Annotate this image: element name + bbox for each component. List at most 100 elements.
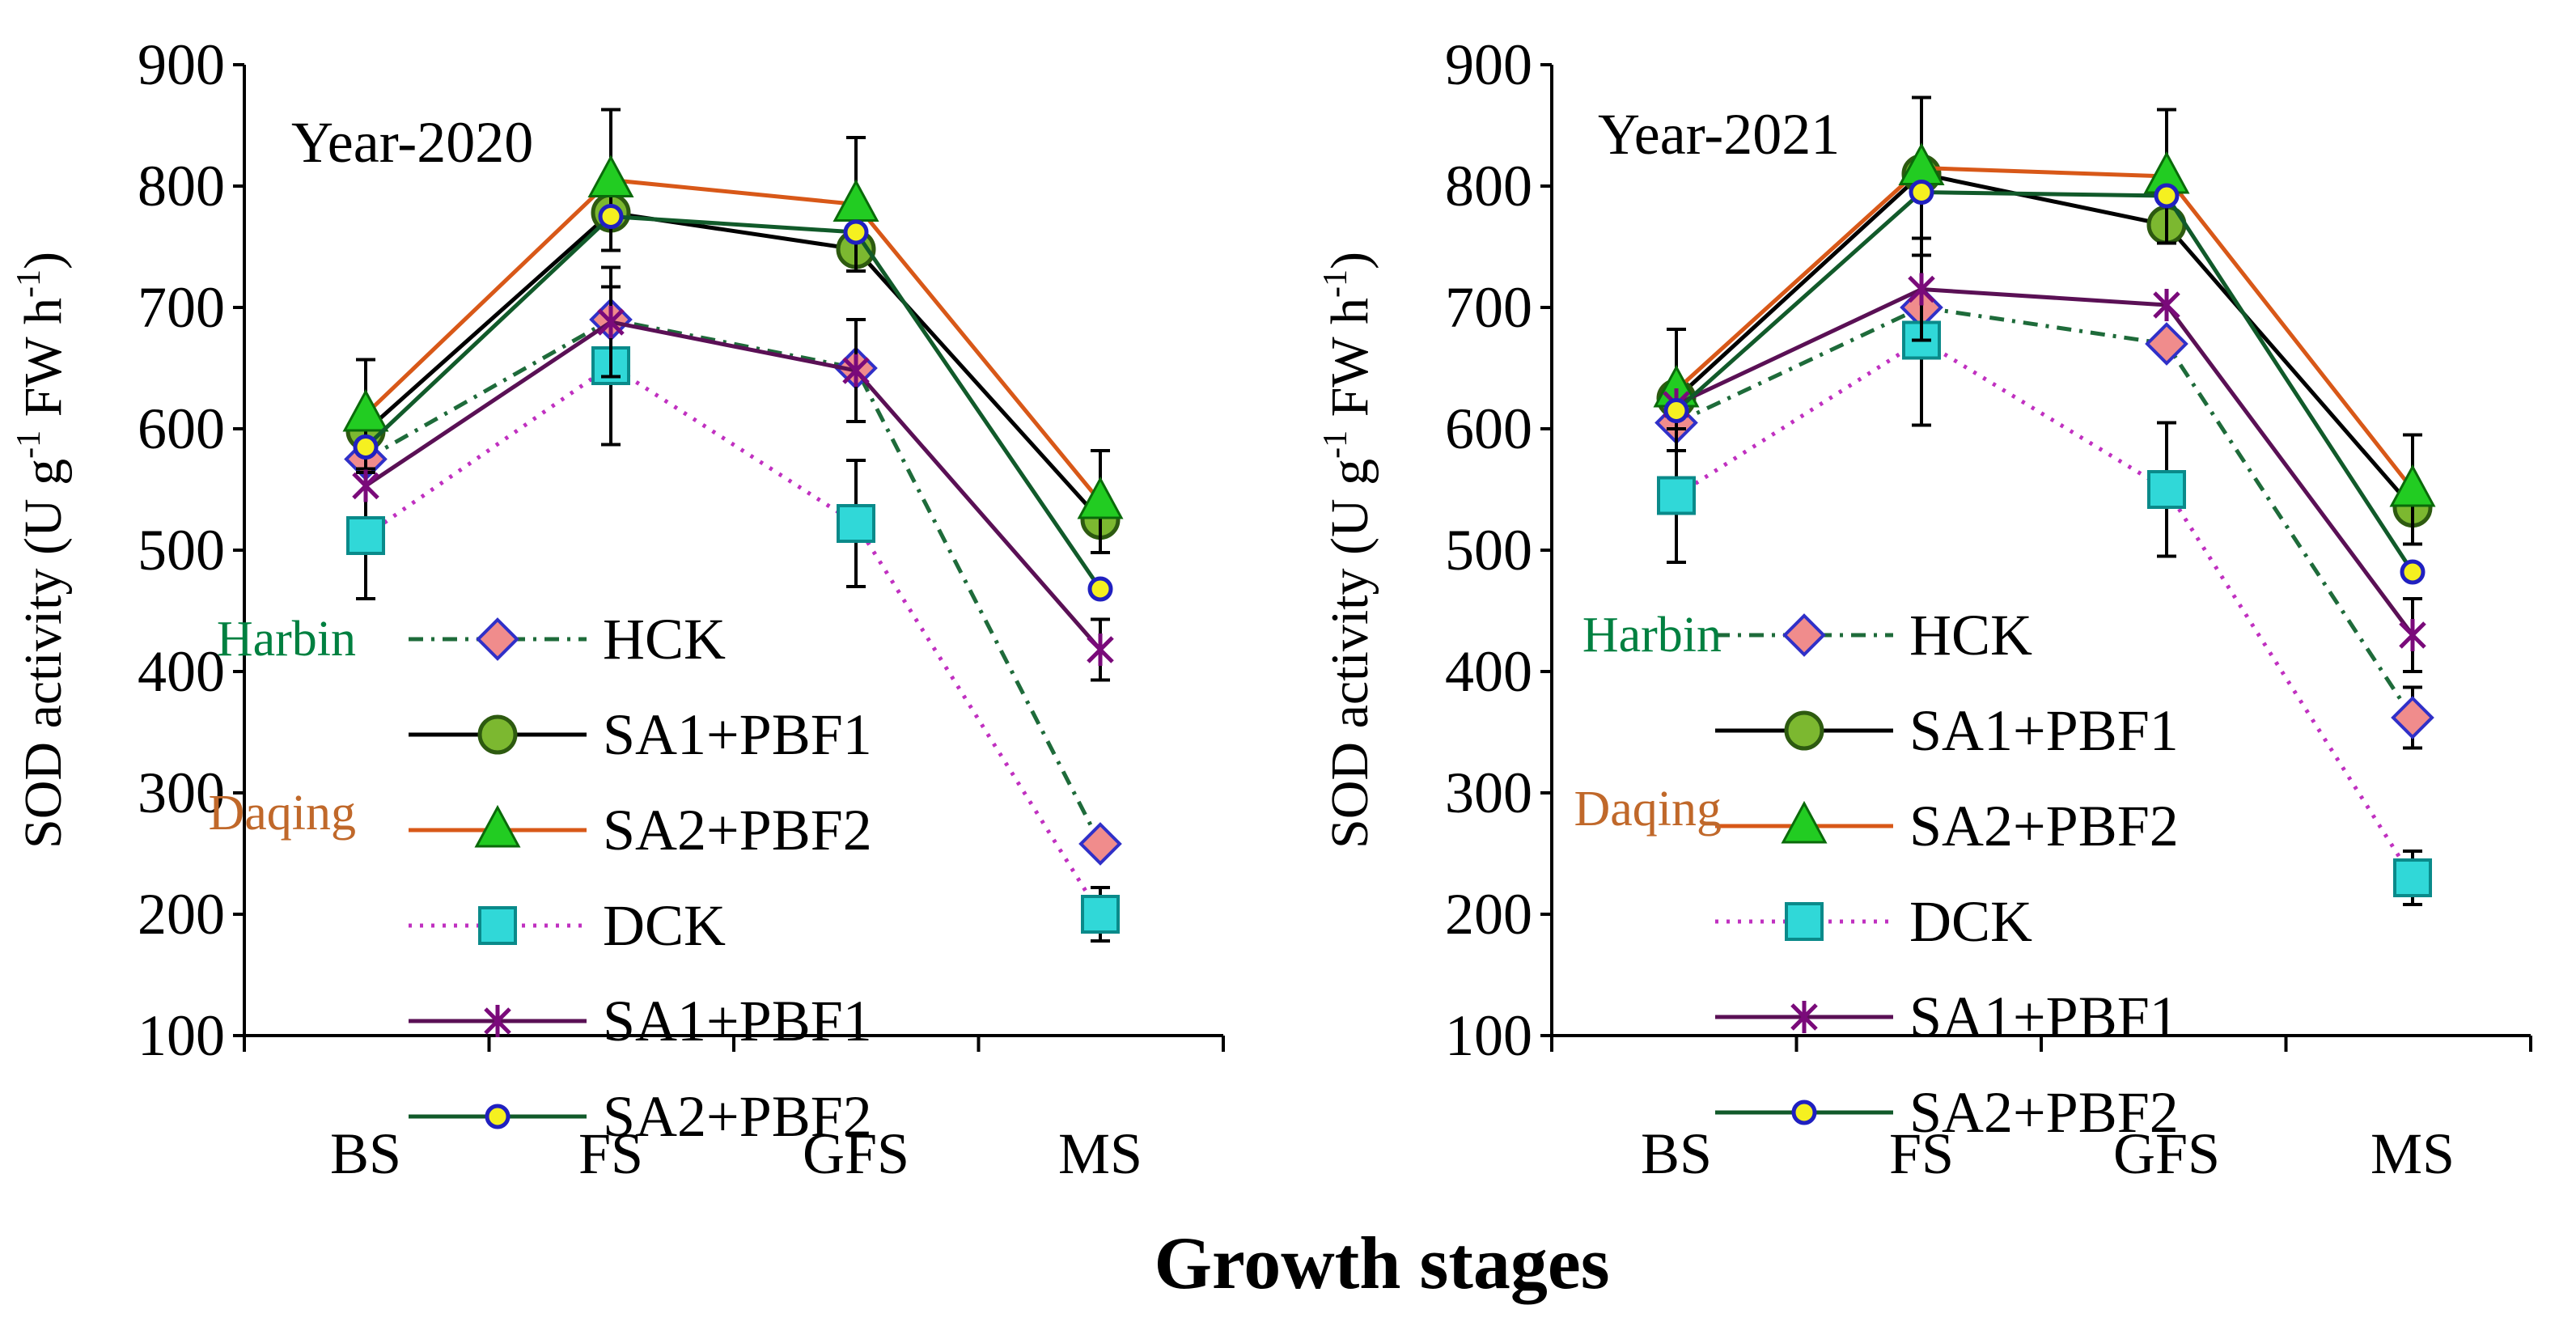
legend-marker (1785, 902, 1824, 941)
y-tick-label: 500 (138, 518, 225, 583)
legend-label: SA2+PBF2 (1909, 1080, 2179, 1145)
legend-label: DCK (1909, 889, 2032, 954)
y-tick-label: 200 (1445, 882, 1532, 947)
legend-label: SA1+PBF1 (1909, 985, 2179, 1049)
data-point (2389, 464, 2436, 507)
y-tick-label: 900 (1445, 32, 1532, 97)
y-tick-label: 200 (138, 882, 225, 947)
legend-label: SA1+PBF1 (1909, 698, 2179, 763)
legend-label: SA2+PBF2 (603, 1084, 872, 1149)
x-tick-label: BS (330, 1121, 401, 1186)
y-tick-label: 700 (138, 275, 225, 340)
y-tick-label: 600 (1445, 396, 1532, 461)
x-tick-label: GFS (803, 1121, 909, 1186)
data-point (1909, 180, 1934, 205)
y-tick-label: 800 (138, 154, 225, 218)
data-point (1087, 633, 1114, 666)
data-point (2391, 696, 2434, 739)
series-line (364, 317, 1103, 845)
legend-label: DCK (603, 893, 726, 958)
y-tick-label: 400 (1445, 639, 1532, 704)
legend-marker (1781, 800, 1828, 844)
data-point (346, 516, 385, 555)
data-point (1657, 476, 1696, 515)
data-point (2153, 289, 2180, 321)
y-axis-title-superscript: -1 (11, 430, 48, 459)
series-line (1675, 165, 2414, 491)
data-point (842, 354, 870, 387)
data-point (1663, 398, 1689, 423)
panel-title: Year-2020 (291, 110, 533, 175)
data-point (2399, 619, 2426, 651)
y-tick-label: 500 (1445, 518, 1532, 583)
y-tick-label: 600 (138, 396, 225, 461)
data-point (1077, 476, 1124, 519)
data-point (1908, 273, 1935, 306)
y-tick-label: 100 (1445, 1003, 1532, 1068)
legend-group-daqing: Daqing (208, 786, 356, 841)
series-line (1675, 337, 2415, 879)
legend-marker (474, 804, 521, 848)
series-line (1675, 286, 2415, 637)
x-tick-label: BS (1641, 1121, 1712, 1186)
data-point (1078, 822, 1122, 866)
data-point (2147, 470, 2186, 509)
y-tick-label: 300 (138, 761, 225, 825)
y-tick-label: 100 (138, 1003, 225, 1068)
y-tick-label: 700 (1445, 275, 1532, 340)
x-tick-label: MS (2371, 1121, 2455, 1186)
y-axis-title-part: FW h (1320, 298, 1379, 430)
series-line (1675, 305, 2415, 719)
data-point (353, 434, 379, 460)
x-tick-label: GFS (2113, 1121, 2220, 1186)
data-point (1081, 895, 1120, 934)
legend-label: SA1+PBF1 (603, 702, 872, 767)
series-line (364, 210, 1102, 522)
y-axis-title: SOD activity (U g-1 FW h-1) (1317, 252, 1379, 849)
y-tick-label: 400 (138, 639, 225, 704)
legend-marker (476, 617, 519, 661)
series-line (1675, 189, 2415, 574)
y-tick-label: 800 (1445, 154, 1532, 218)
data-point (597, 306, 625, 338)
legend-label: SA1+PBF1 (603, 989, 872, 1053)
legend-marker (477, 714, 518, 755)
y-axis-title-part: ) (14, 252, 73, 269)
legend-marker (1784, 710, 1824, 751)
legend-group-daqing: Daqing (1574, 782, 1722, 837)
series-line (1675, 172, 2414, 510)
data-point (352, 469, 379, 502)
legend-label: SA2+PBF2 (1909, 794, 2179, 858)
panel-title: Year-2021 (1598, 102, 1840, 167)
legend-label: HCK (603, 607, 726, 672)
x-tick-label: FS (578, 1121, 643, 1186)
y-axis-title-superscript: -1 (1317, 430, 1354, 459)
legend-marker (485, 1104, 511, 1129)
legend-marker (484, 1005, 511, 1037)
y-axis-title-superscript: -1 (11, 269, 48, 298)
x-tick-label: MS (1058, 1121, 1142, 1186)
series-line (364, 177, 1102, 503)
data-point (342, 388, 389, 432)
y-tick-label: 900 (138, 32, 225, 97)
y-axis-title-superscript: -1 (1317, 269, 1354, 298)
series-line (364, 362, 1103, 916)
y-axis-title-part: SOD activity (U g (1320, 459, 1379, 849)
series-line (364, 320, 1102, 651)
y-axis-title-part: SOD activity (U g (14, 459, 73, 849)
panel-year-2020: 100 200 300 400 500 600 700 800 900 BS FS GFS MS SOD … (11, 32, 1225, 1186)
y-tick-label: 300 (1445, 761, 1532, 825)
legend-marker (1782, 613, 1826, 657)
data-point (598, 204, 624, 229)
data-point (2154, 183, 2180, 209)
data-point (843, 219, 869, 245)
series-line (364, 214, 1103, 591)
data-point (2145, 322, 2188, 366)
legend-marker (1790, 1001, 1818, 1033)
data-point (2393, 858, 2432, 897)
x-axis-title: Growth stages (1154, 1222, 1609, 1304)
data-point (1087, 576, 1113, 602)
y-axis-title: SOD activity (U g-1 FW h-1) (11, 252, 73, 849)
data-point (587, 155, 634, 197)
